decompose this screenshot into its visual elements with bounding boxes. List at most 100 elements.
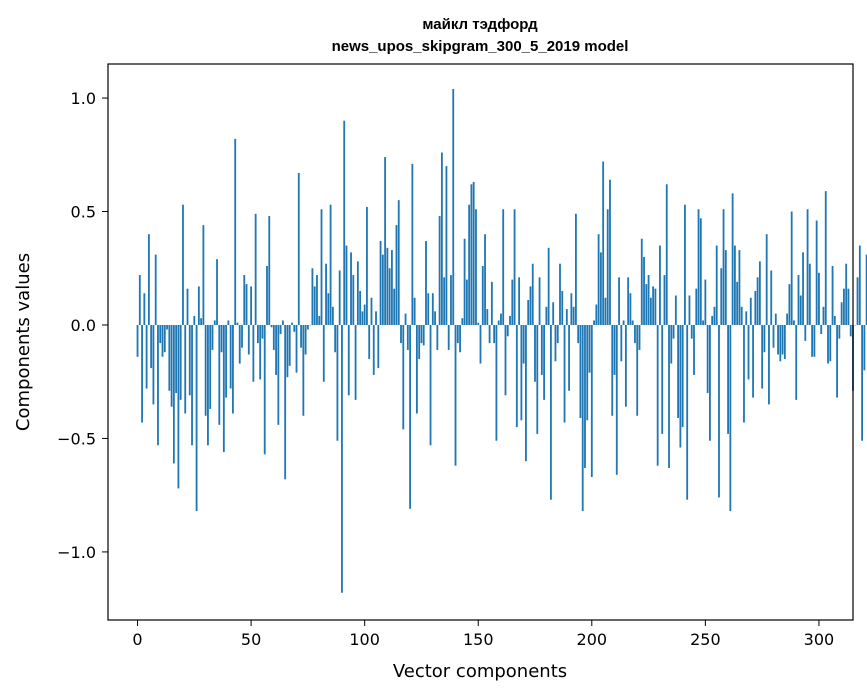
bar-34 — [213, 320, 216, 325]
bar-70 — [295, 324, 298, 373]
bar-160 — [500, 313, 502, 325]
bar-254 — [713, 306, 716, 325]
bar-275 — [761, 324, 764, 389]
bar-286 — [786, 313, 789, 325]
bar-229 — [656, 324, 659, 466]
bar-0 — [136, 324, 139, 357]
bar-163 — [506, 324, 509, 337]
bar-290 — [795, 324, 798, 400]
bar-207 — [606, 209, 609, 325]
x-tick-label: 150 — [463, 630, 494, 649]
bar-50 — [250, 286, 253, 325]
bar-118 — [404, 313, 407, 325]
bar-253 — [711, 315, 714, 325]
bar-234 — [668, 324, 670, 468]
bar-267 — [743, 324, 745, 423]
bar-259 — [724, 250, 727, 325]
bar-262 — [731, 193, 734, 325]
bar-180 — [545, 306, 548, 325]
bar-110 — [386, 247, 389, 325]
bar-69 — [293, 324, 296, 332]
bar-240 — [681, 324, 684, 428]
bar-292 — [799, 295, 802, 325]
bar-148 — [472, 182, 475, 325]
bar-20 — [182, 204, 184, 325]
bar-73 — [302, 324, 305, 416]
bar-44 — [236, 322, 239, 325]
bar-281 — [774, 313, 777, 325]
bar-47 — [243, 275, 246, 325]
bar-6 — [150, 324, 153, 369]
bar-5 — [147, 234, 150, 325]
bar-157 — [493, 324, 496, 344]
bar-189 — [565, 309, 568, 325]
bar-87 — [334, 324, 337, 353]
bar-36 — [218, 324, 221, 425]
bar-238 — [677, 324, 680, 419]
bar-122 — [413, 297, 416, 325]
bar-306 — [831, 265, 834, 325]
bar-205 — [602, 161, 605, 325]
bar-98 — [359, 290, 362, 325]
bar-265 — [738, 250, 741, 325]
bar-162 — [504, 324, 507, 396]
bar-119 — [406, 324, 409, 350]
bar-269 — [747, 324, 750, 380]
bar-104 — [372, 324, 375, 375]
x-tick-label: 200 — [577, 630, 608, 649]
bar-250 — [704, 279, 707, 325]
bar-114 — [395, 225, 398, 325]
bar-106 — [377, 324, 380, 369]
bar-251 — [706, 324, 709, 394]
bar-311 — [843, 288, 845, 325]
bar-64 — [281, 320, 284, 325]
bar-2 — [141, 324, 143, 423]
bar-182 — [550, 324, 552, 500]
bar-147 — [470, 184, 473, 325]
bar-264 — [736, 281, 739, 325]
bar-48 — [245, 284, 248, 325]
bar-144 — [463, 238, 466, 325]
bar-175 — [534, 324, 536, 382]
bar-1 — [138, 275, 141, 325]
bar-40 — [227, 320, 230, 325]
bar-51 — [252, 324, 255, 382]
bar-219 — [634, 324, 636, 344]
bar-211 — [615, 324, 618, 475]
bar-220 — [636, 324, 639, 416]
bar-21 — [184, 324, 187, 414]
bar-210 — [613, 324, 616, 375]
bar-130 — [431, 293, 434, 325]
bar-4 — [145, 324, 148, 389]
bar-151 — [479, 324, 482, 364]
bar-215 — [624, 324, 627, 407]
bar-191 — [570, 293, 573, 325]
bar-22 — [186, 288, 189, 325]
bar-3 — [143, 293, 146, 325]
bar-109 — [384, 157, 387, 325]
bar-288 — [790, 211, 793, 325]
bar-158 — [495, 324, 498, 441]
bar-244 — [690, 324, 693, 339]
bar-277 — [765, 234, 768, 325]
bar-46 — [241, 324, 243, 348]
bar-71 — [297, 172, 300, 325]
bar-42 — [232, 324, 234, 414]
bar-65 — [284, 324, 287, 480]
bar-124 — [418, 324, 421, 360]
bar-19 — [179, 324, 182, 400]
bar-164 — [509, 315, 511, 325]
bar-16 — [172, 324, 175, 464]
bar-319 — [861, 324, 863, 441]
x-tick-label: 100 — [349, 630, 380, 649]
bar-165 — [511, 279, 514, 325]
bar-196 — [581, 324, 584, 512]
bar-246 — [695, 288, 698, 325]
bar-49 — [247, 324, 250, 355]
bar-41 — [229, 324, 232, 389]
bar-8 — [154, 254, 157, 325]
bar-105 — [375, 311, 377, 325]
bar-184 — [554, 324, 557, 362]
bar-199 — [588, 324, 591, 373]
bar-194 — [577, 324, 580, 344]
